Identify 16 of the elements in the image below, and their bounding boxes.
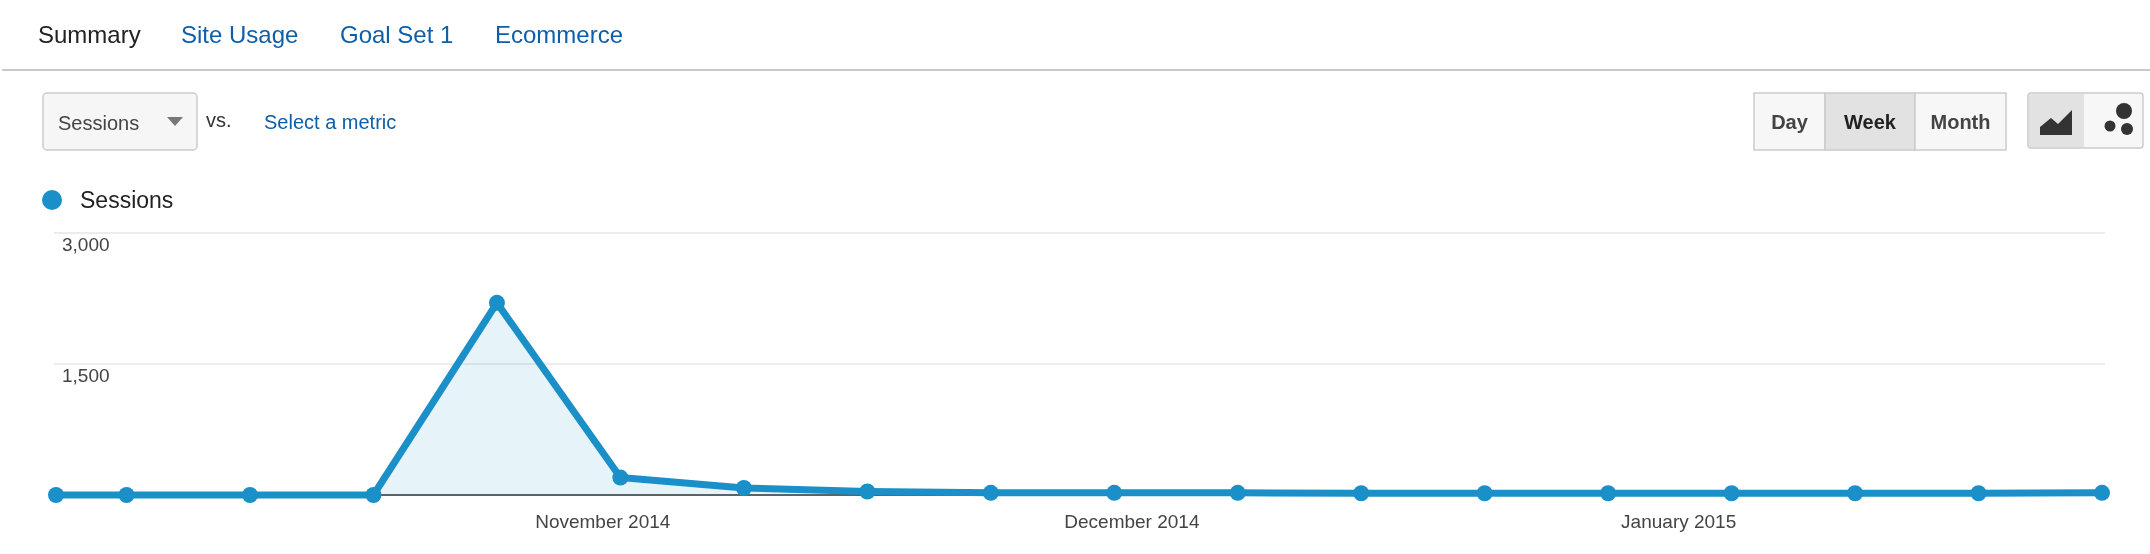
x-tick-label: December 2014 [1064, 511, 1200, 532]
toggle-button: Month [1914, 92, 2007, 151]
text: vs. [206, 109, 232, 131]
toggle-button: Day [1753, 92, 1826, 151]
text: Ecommerce [495, 21, 624, 48]
legend-label: Sessions [80, 187, 174, 213]
y-tick-label: 3,000 [62, 234, 110, 255]
y-tick-label: 1,500 [62, 365, 110, 386]
toggle-button: Week [1824, 92, 1916, 151]
text: Select a metric [264, 111, 397, 133]
text: Goal Set 1 [340, 21, 454, 48]
dropdown-field: Sessions [42, 92, 198, 151]
x-tick-label: November 2014 [535, 511, 671, 532]
x-tick-label: January 2015 [1621, 511, 1737, 532]
text: Site Usage [181, 21, 299, 48]
text: Summary [38, 21, 141, 48]
